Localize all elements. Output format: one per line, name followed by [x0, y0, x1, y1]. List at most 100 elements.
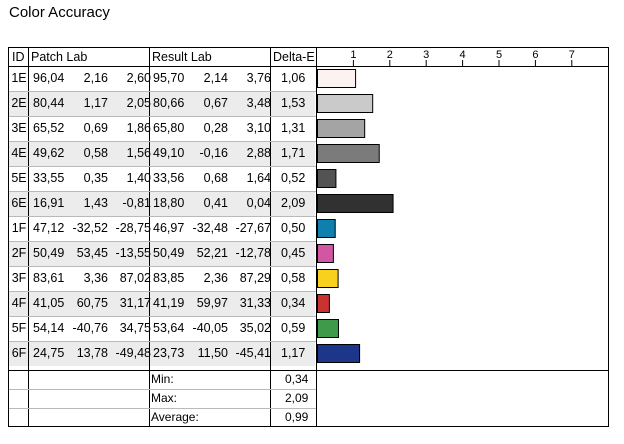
table-row-shade	[9, 91, 315, 116]
result-lab-value: -45,41	[235, 346, 271, 360]
result-lab-value: 35,02	[239, 321, 271, 335]
table-row-shade	[9, 341, 315, 366]
table-vertical-line	[149, 47, 150, 426]
result-lab-value: 18,80	[153, 196, 185, 210]
table-horizontal-line	[9, 341, 316, 342]
result-lab-value: 2,88	[246, 146, 271, 160]
result-lab-value: 2,14	[203, 71, 228, 85]
patch-lab-value: 1,40	[126, 171, 151, 185]
patch-lab-value: -0,81	[122, 196, 152, 210]
patch-lab-value: -32,52	[72, 221, 108, 235]
color-accuracy-table	[8, 47, 609, 427]
patch-lab-value: 16,91	[33, 196, 65, 210]
delta-e-bar-2f	[317, 244, 334, 263]
patch-lab-value: 1,86	[126, 121, 151, 135]
summary-value: 0,34	[285, 372, 309, 386]
delta-e-value: 0,59	[281, 321, 306, 335]
result-lab-value: -40,05	[192, 321, 228, 335]
x-axis-tick-label: 6	[532, 49, 538, 61]
header-delta-e: Delta-E	[273, 50, 315, 64]
patch-lab-value: 50,49	[33, 246, 65, 260]
delta-e-value: 1,31	[281, 121, 306, 135]
row-id: 1F	[11, 221, 27, 235]
delta-e-value: 0,58	[281, 271, 306, 285]
patch-lab-value: 83,61	[33, 271, 65, 285]
result-lab-value: 80,66	[153, 96, 185, 110]
row-id: 6E	[11, 196, 27, 210]
patch-lab-value: 53,45	[76, 246, 108, 260]
result-lab-value: 0,04	[246, 196, 271, 210]
result-lab-value: 59,97	[196, 296, 228, 310]
table-horizontal-line	[9, 116, 316, 117]
patch-lab-value: 2,05	[126, 96, 151, 110]
result-lab-value: 2,36	[203, 271, 228, 285]
table-horizontal-line	[9, 241, 316, 242]
result-lab-value: -0,16	[199, 146, 229, 160]
patch-lab-value: 54,14	[33, 321, 65, 335]
result-lab-value: 83,85	[153, 271, 185, 285]
row-id: 2F	[11, 246, 27, 260]
result-lab-value: 0,41	[203, 196, 228, 210]
patch-lab-value: 1,43	[83, 196, 108, 210]
page-title: Color Accuracy	[9, 4, 110, 21]
row-id: 5F	[11, 321, 27, 335]
result-lab-value: 87,29	[239, 271, 271, 285]
result-lab-value: 49,10	[153, 146, 185, 160]
delta-e-value: 1,06	[281, 71, 306, 85]
delta-e-bar-4f	[317, 294, 330, 313]
table-horizontal-line	[9, 191, 316, 192]
delta-e-bar-4e	[317, 144, 380, 163]
patch-lab-value: 33,55	[33, 171, 65, 185]
result-lab-value: 46,97	[153, 221, 185, 235]
result-lab-value: 0,68	[203, 171, 228, 185]
patch-lab-value: 2,16	[83, 71, 108, 85]
patch-lab-value: 0,35	[83, 171, 108, 185]
header-result-lab: Result Lab	[152, 50, 212, 64]
delta-e-bar-1f	[317, 219, 336, 238]
patch-lab-value: 31,17	[119, 296, 151, 310]
delta-e-value: 1,53	[281, 96, 306, 110]
table-vertical-line	[316, 47, 317, 426]
result-lab-value: 1,64	[246, 171, 271, 185]
delta-e-value: 1,17	[281, 346, 306, 360]
header-patch-lab: Patch Lab	[31, 50, 88, 64]
patch-lab-value: 96,04	[33, 71, 65, 85]
row-id: 4E	[11, 146, 27, 160]
table-vertical-line	[270, 47, 271, 426]
row-id: 4F	[11, 296, 27, 310]
patch-lab-value: -28,75	[115, 221, 151, 235]
delta-e-value: 0,34	[281, 296, 306, 310]
patch-lab-value: 3,36	[83, 271, 108, 285]
result-lab-value: 65,80	[153, 121, 185, 135]
result-lab-value: 3,76	[246, 71, 271, 85]
result-lab-value: -27,67	[235, 221, 271, 235]
table-horizontal-line	[8, 66, 609, 67]
table-horizontal-line	[9, 291, 316, 292]
patch-lab-value: 80,44	[33, 96, 65, 110]
table-horizontal-line	[9, 141, 316, 142]
table-row-shade	[9, 141, 315, 166]
delta-e-value: 0,50	[281, 221, 306, 235]
result-lab-value: 3,10	[246, 121, 271, 135]
summary-value: 2,09	[285, 391, 309, 405]
result-lab-value: 23,73	[153, 346, 185, 360]
patch-lab-value: 65,52	[33, 121, 65, 135]
table-vertical-line	[28, 47, 29, 426]
delta-e-bar-1e	[317, 69, 357, 88]
table-horizontal-line	[9, 216, 316, 217]
delta-e-value: 0,52	[281, 171, 306, 185]
result-lab-value: 50,49	[153, 246, 185, 260]
patch-lab-value: 47,12	[33, 221, 65, 235]
delta-e-bar-2e	[317, 94, 374, 113]
result-lab-value: 53,64	[153, 321, 185, 335]
result-lab-value: 0,67	[203, 96, 228, 110]
table-horizontal-line	[9, 266, 316, 267]
result-lab-value: 41,19	[153, 296, 185, 310]
patch-lab-value: 0,58	[83, 146, 108, 160]
x-axis-tick-label: 1	[350, 49, 356, 61]
patch-lab-value: 24,75	[33, 346, 65, 360]
patch-lab-value: 1,17	[83, 96, 108, 110]
result-lab-value: 33,56	[153, 171, 185, 185]
delta-e-value: 0,45	[281, 246, 306, 260]
